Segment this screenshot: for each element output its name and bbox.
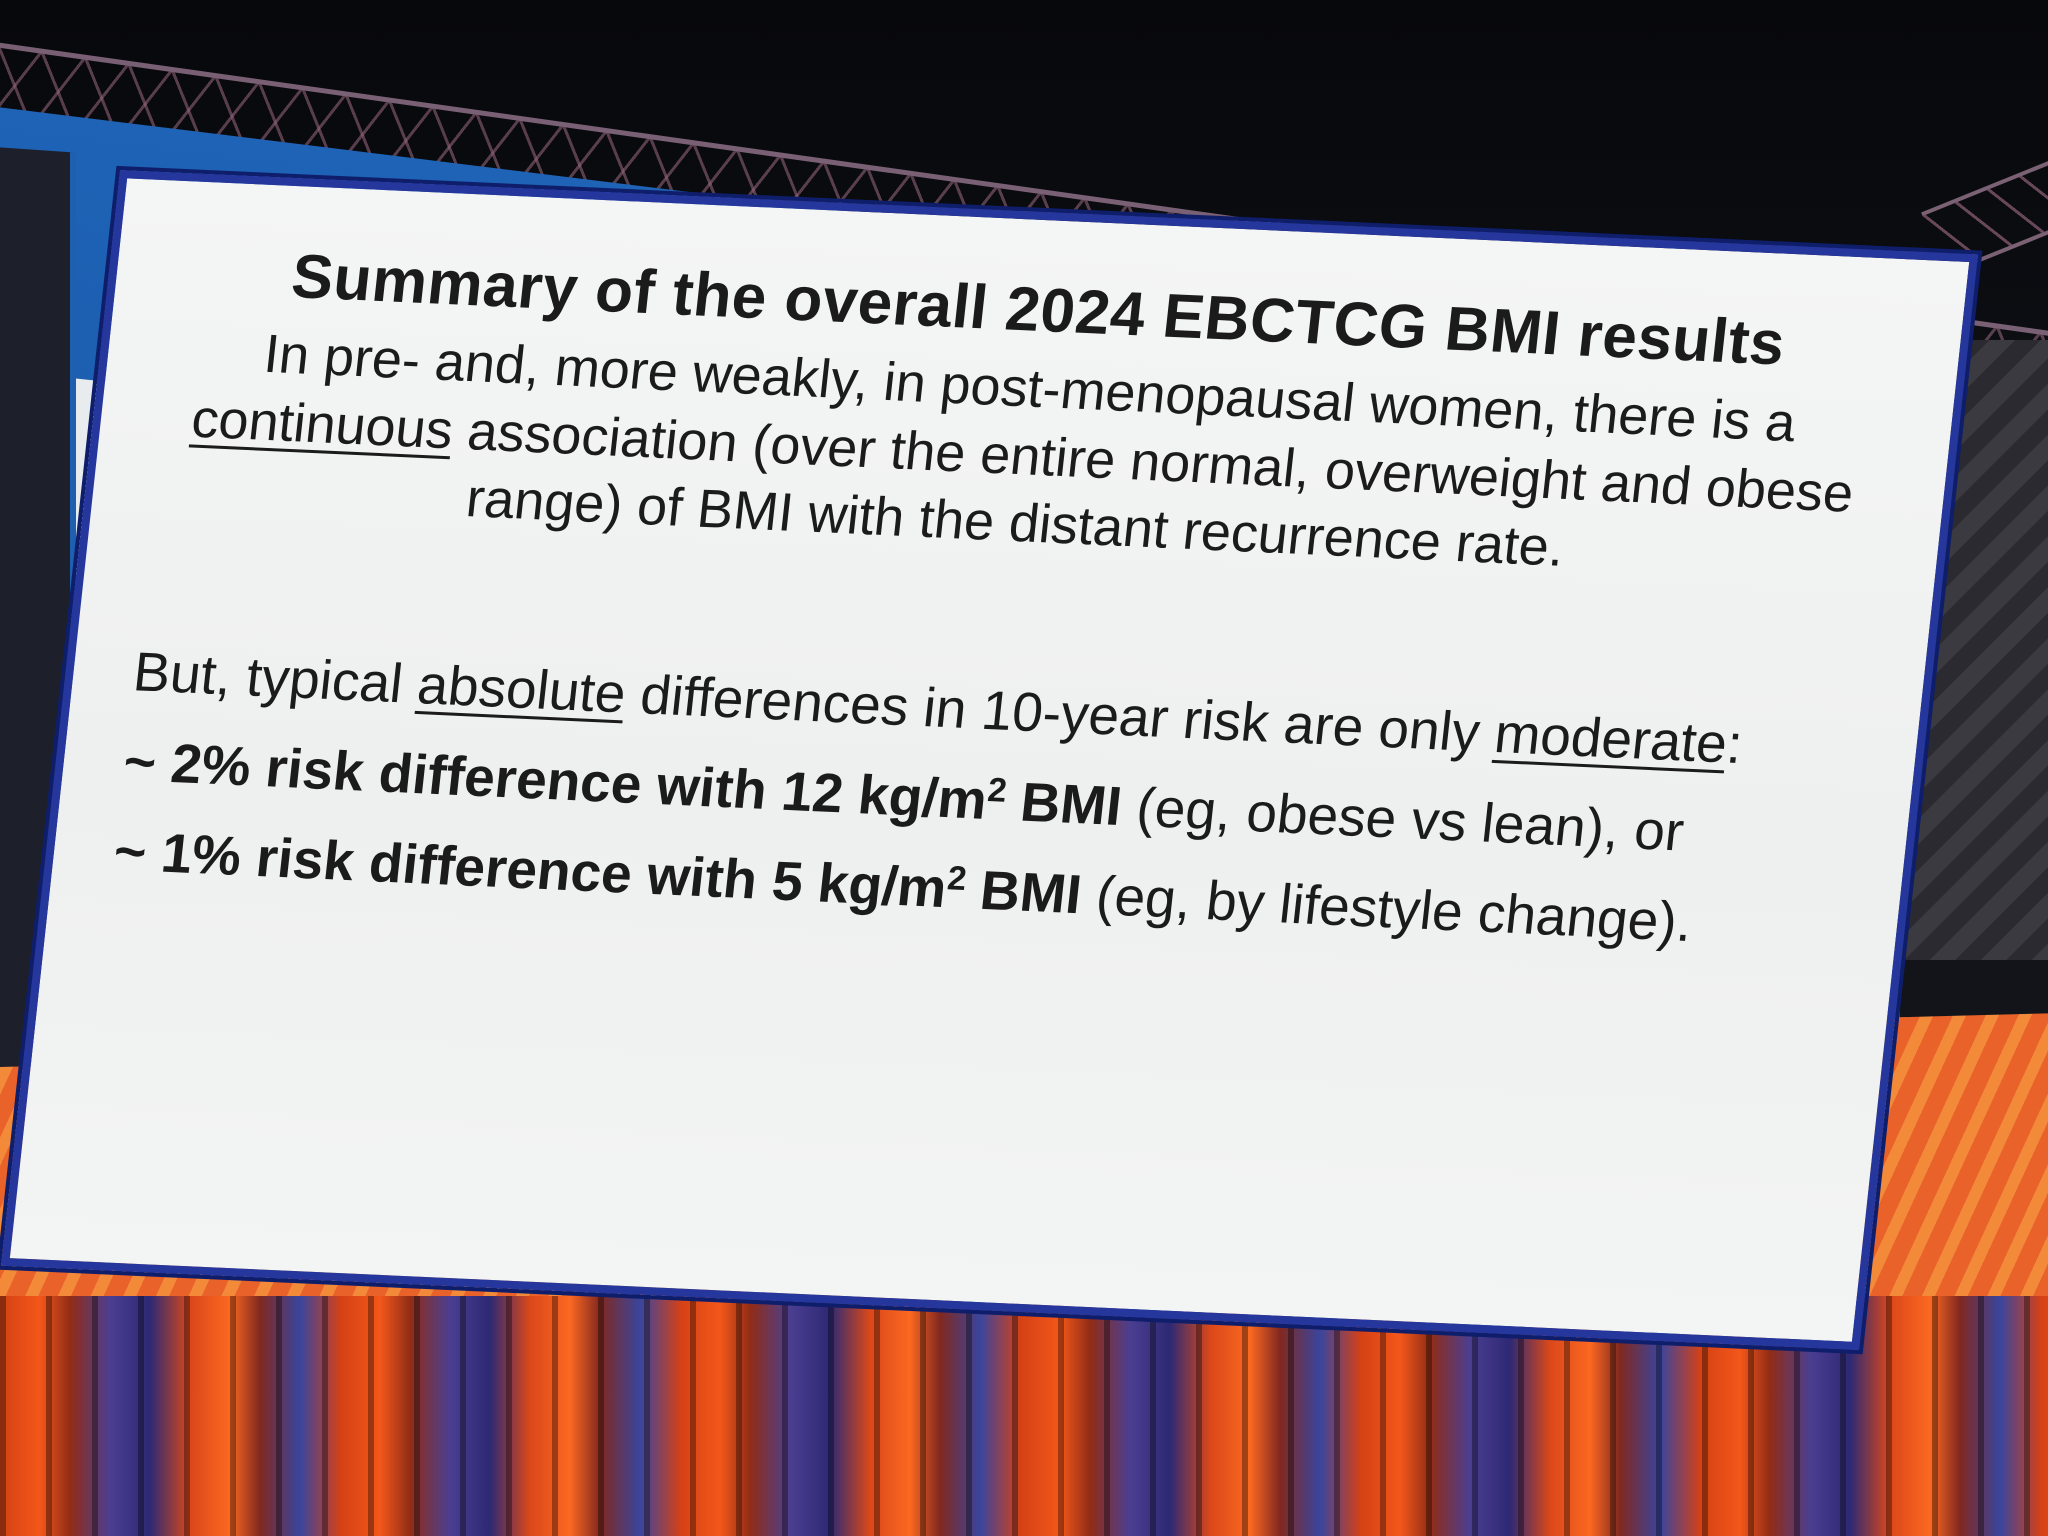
underlined-word-continuous: continuous: [188, 388, 457, 460]
bullet-2-bold-prefix: ~ 1% risk difference with 5 kg/m: [111, 819, 950, 919]
projected-slide: Summary of the overall 2024 EBCTCG BMI r…: [0, 170, 1979, 1351]
lead-text-1: But, typical: [130, 639, 422, 715]
bullet-1-bold-prefix: ~ 2% risk difference with 12 kg/m: [120, 729, 991, 831]
bullet-1-rest: (eg, obese vs lean), or: [1118, 774, 1687, 862]
bullet-2-bold-suffix: BMI: [962, 857, 1085, 925]
bullet-1-bold: ~ 2% risk difference with 12 kg/m2 BMI: [121, 729, 1125, 836]
underlined-word-absolute: absolute: [414, 652, 629, 724]
underlined-word-moderate: moderate: [1491, 701, 1731, 774]
lead-text-2: differences in 10-year risk are only: [622, 662, 1499, 764]
bullet-2-rest: (eg, by lifestyle change).: [1078, 862, 1696, 953]
bullet-2-bold: ~ 1% risk difference with 5 kg/m2 BMI: [111, 819, 1085, 925]
slide-content: Summary of the overall 2024 EBCTCG BMI r…: [74, 241, 1903, 1299]
bullet-1-bold-suffix: BMI: [1002, 769, 1126, 837]
